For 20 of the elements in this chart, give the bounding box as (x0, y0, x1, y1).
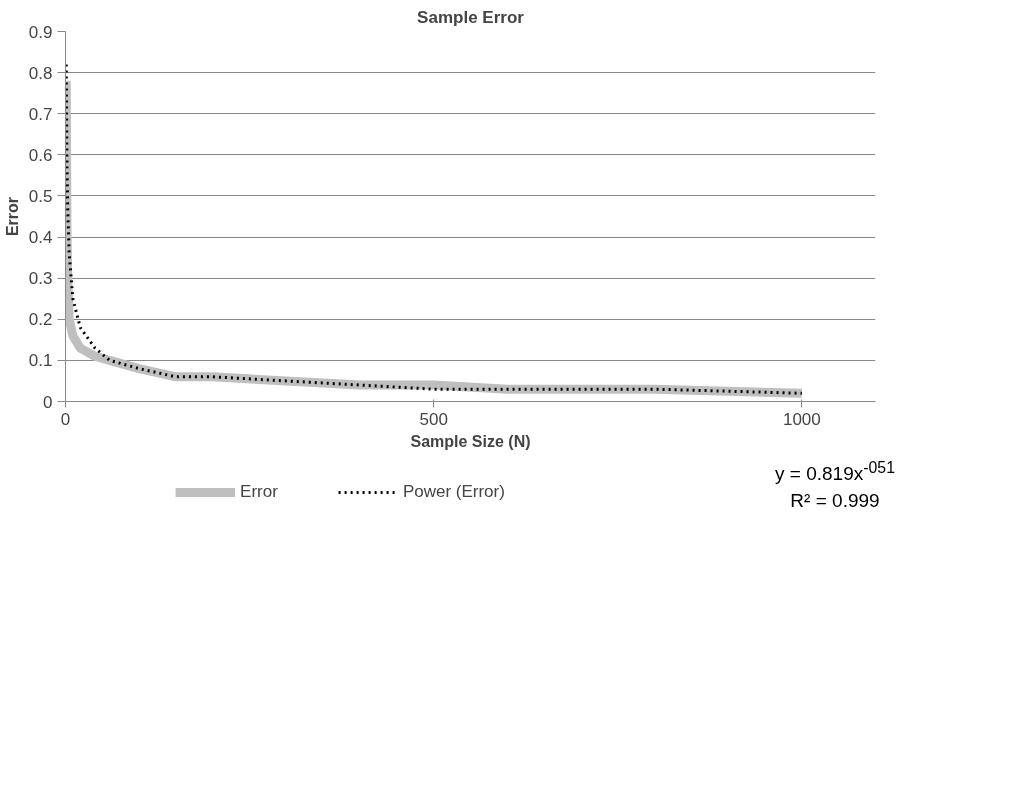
chart-title: Sample Error (417, 7, 525, 27)
y-tick-label: 0.5 (28, 186, 53, 206)
y-tick-label: 0.9 (28, 22, 53, 42)
y-axis-title: Error (3, 196, 21, 237)
y-tick-label: 0.7 (28, 104, 53, 124)
text: R² = 0.999 (790, 490, 880, 512)
x-tick-label: 0 (60, 409, 71, 429)
x-tick-label: 500 (419, 409, 448, 429)
y-tick-label: 0 (43, 392, 53, 412)
y-tick-label: 0.4 (28, 228, 53, 248)
y-tick-label: 0.3 (28, 269, 53, 289)
y-tick-label: 0.2 (28, 310, 53, 330)
legend-label: Power (Error) (402, 482, 505, 502)
y-tick-label: 0.6 (28, 145, 53, 165)
x-axis-title: Sample Size (N) (410, 432, 531, 450)
y-tick-label: 0.8 (28, 63, 53, 83)
text: y = 0.819x$^{-051}$ (775, 459, 895, 485)
x-tick-label: 1000 (782, 409, 821, 429)
legend-label: Error (240, 482, 278, 502)
y-tick-label: 0.1 (28, 351, 53, 371)
